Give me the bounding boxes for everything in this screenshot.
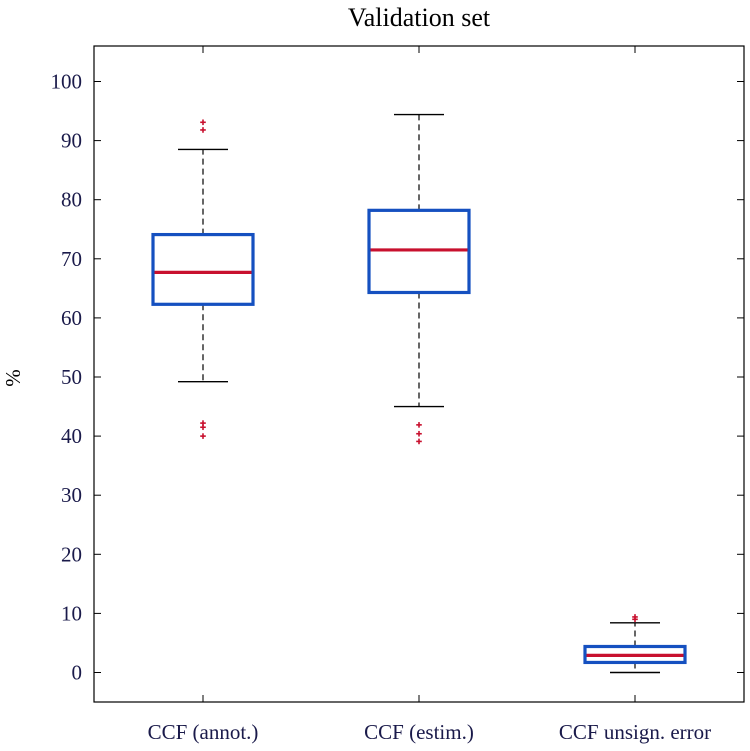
y-tick-label: 50 (61, 365, 82, 389)
y-tick-label: 20 (61, 542, 82, 566)
outlier-point (200, 119, 206, 125)
box-group (153, 119, 253, 438)
y-tick-label: 100 (51, 70, 83, 94)
y-tick-label: 30 (61, 483, 82, 507)
y-tick-label: 70 (61, 247, 82, 271)
y-tick-label: 10 (61, 601, 82, 625)
x-category-label: CCF (annot.) (148, 720, 259, 744)
box-group (585, 614, 685, 672)
outlier-point (416, 431, 422, 437)
boxes (153, 115, 685, 673)
outlier-point (416, 422, 422, 428)
y-tick-label: 0 (72, 661, 83, 685)
y-tick-label: 90 (61, 129, 82, 153)
outlier-point (200, 433, 206, 439)
x-category-label: CCF (estim.) (364, 720, 474, 744)
outlier-point (200, 127, 206, 133)
y-axis-label: % (1, 369, 25, 387)
box-iqr (153, 235, 253, 305)
y-tick-label: 60 (61, 306, 82, 330)
y-tick-label: 40 (61, 424, 82, 448)
x-category-label: CCF unsign. error (559, 720, 711, 744)
box-group (369, 115, 469, 445)
outlier-point (200, 420, 206, 426)
y-tick-label: 80 (61, 188, 82, 212)
x-axis: CCF (annot.) CCF (estim.) CCF unsign. erro… (148, 46, 712, 744)
chart-title: Validation set (348, 3, 491, 32)
y-axis: 0 10 20 30 40 50 60 70 80 90 100 (51, 70, 745, 685)
outlier-point (416, 439, 422, 445)
